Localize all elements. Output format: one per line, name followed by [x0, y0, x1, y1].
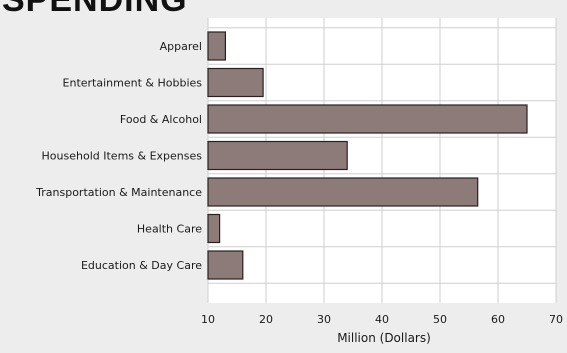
x-tick-label-1: 20 — [259, 313, 273, 326]
category-label-0: Apparel — [160, 40, 202, 53]
x-tick-label-3: 40 — [375, 313, 389, 326]
bars-group — [207, 31, 528, 280]
bar-4 — [207, 177, 479, 207]
bar-3 — [207, 140, 348, 171]
category-label-2: Food & Alcohol — [120, 113, 202, 126]
bar-1 — [207, 67, 264, 98]
x-tick-label-6: 70 — [549, 313, 563, 326]
x-tick-label-0: 10 — [201, 313, 215, 326]
x-tick-label-5: 60 — [491, 313, 505, 326]
category-label-3: Household Items & Expenses — [42, 150, 203, 163]
x-tick-labels: 10 20 30 40 50 60 70 — [201, 313, 563, 326]
bar-6 — [207, 250, 244, 280]
category-label-6: Education & Day Care — [81, 259, 202, 272]
x-tick-label-4: 50 — [433, 313, 447, 326]
category-label-5: Health Care — [137, 223, 202, 236]
category-label-1: Entertainment & Hobbies — [63, 77, 203, 90]
category-labels: Apparel Entertainment & Hobbies Food & Alc… — [35, 40, 202, 272]
x-tick-label-2: 30 — [317, 313, 331, 326]
x-axis-label: Million (Dollars) — [337, 331, 431, 345]
bar-5 — [207, 213, 221, 244]
bar-2 — [207, 104, 528, 134]
chart-title: SPENDING — [2, 0, 188, 19]
bar-0 — [207, 31, 226, 61]
category-label-4: Transportation & Maintenance — [35, 186, 202, 199]
